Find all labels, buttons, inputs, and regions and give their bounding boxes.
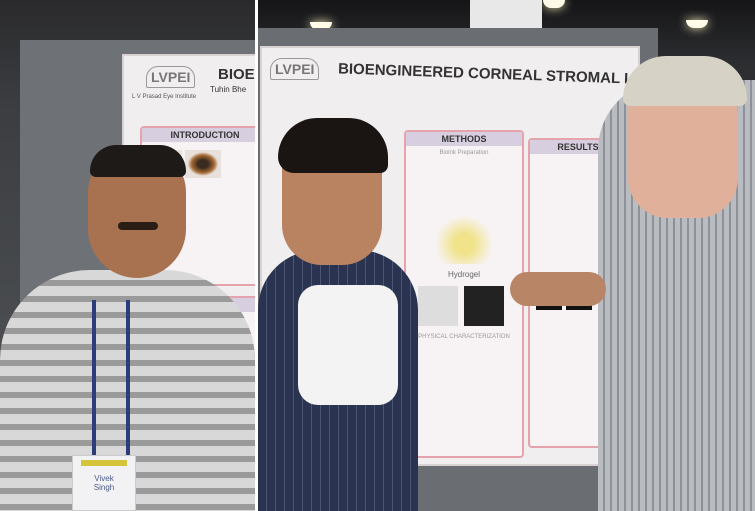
section-heading: METHODS <box>406 132 522 146</box>
man-hair <box>278 118 388 173</box>
right-photo: LVPEI BIOENGINEERED CORNEAL STROMAL LENT… <box>258 0 755 511</box>
ceiling-light <box>543 0 565 8</box>
name-badge: Vivek Singh <box>72 455 136 511</box>
physical-characterization-heading: PHYSICAL CHARACTERIZATION <box>418 334 510 340</box>
person-hair <box>90 145 186 177</box>
ceiling-light <box>310 22 332 30</box>
institute-name: L V Prasad Eye Institute <box>132 94 197 100</box>
mustache <box>118 222 158 230</box>
lanyard <box>92 300 96 455</box>
left-photo: LVPEI L V Prasad Eye Institute BIOE Tuhi… <box>0 0 255 511</box>
sample-photo <box>418 286 458 326</box>
poster-authors: Tuhin Bhe <box>210 85 247 94</box>
section-heading: INTRODUCTION <box>142 128 255 142</box>
poster-logo: LVPEI <box>146 66 196 88</box>
photo-divider <box>255 0 258 511</box>
methods-section: METHODS Bioink Preparation Hydrogel PHYS… <box>404 130 524 458</box>
badge-first-name: Vivek <box>94 474 114 483</box>
eye-image <box>185 150 221 178</box>
pointing-hand <box>510 272 606 306</box>
methods-subtitle: Bioink Preparation <box>439 150 489 156</box>
ceiling-light <box>686 20 708 28</box>
older-man-hair <box>623 56 747 106</box>
poster-logo: LVPEI <box>270 58 320 80</box>
badge-last-name: Singh <box>93 483 115 492</box>
bioink-diagram <box>410 164 518 264</box>
lanyard <box>126 300 130 455</box>
vial-photo <box>464 286 504 326</box>
poster-title: BIOE <box>218 66 255 83</box>
white-shirt <box>298 285 398 405</box>
poster-title: BIOENGINEERED CORNEAL STROMAL LENT <box>337 60 640 89</box>
hydrogel-label: Hydrogel <box>447 270 480 279</box>
